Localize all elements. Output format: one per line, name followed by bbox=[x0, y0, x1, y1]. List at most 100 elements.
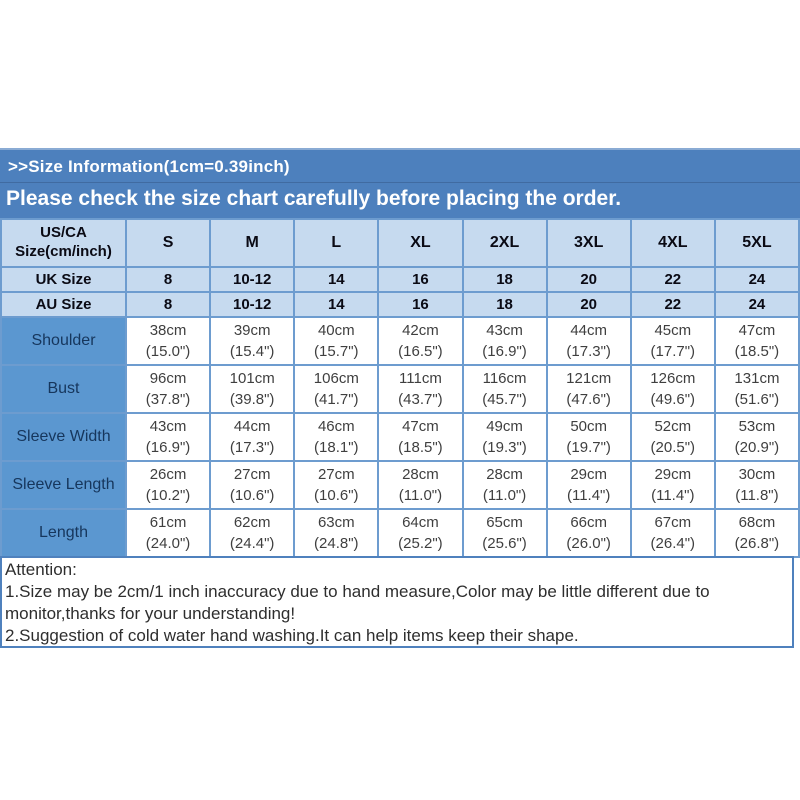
measurement-cell: 46cm (18.1") bbox=[293, 412, 380, 462]
measurement-cell: 50cm (19.7") bbox=[545, 412, 632, 462]
inch-value: (41.7") bbox=[314, 391, 359, 408]
measurement-cell: 27cm (10.6") bbox=[209, 460, 296, 510]
inch-value: (11.4") bbox=[651, 487, 695, 504]
measurement-label: Sleeve Length bbox=[0, 460, 127, 510]
cm-value: 39cm bbox=[233, 322, 271, 339]
measurement-cell: 106cm (41.7") bbox=[293, 364, 380, 414]
measurement-row: Bust 96cm (37.8") 101cm (39.8") 106cm (41.7") 1… bbox=[0, 364, 800, 414]
inch-value: (16.9") bbox=[145, 439, 191, 456]
size-column-header: S bbox=[124, 218, 212, 268]
inch-value: (10.2") bbox=[145, 487, 191, 504]
measurement-cell: 52cm (20.5") bbox=[629, 412, 716, 462]
corner-header-line1: US/CA bbox=[40, 224, 87, 242]
cm-value: 67cm bbox=[654, 514, 692, 531]
measurement-cell: 30cm (11.8") bbox=[713, 460, 800, 510]
region-size-value: 10-12 bbox=[209, 291, 296, 318]
cm-value: 64cm bbox=[402, 514, 439, 531]
cm-value: 43cm bbox=[486, 322, 523, 339]
size-header-row: US/CA Size(cm/inch) S M L XL 2XL 3XL 4XL 5XL bbox=[0, 218, 800, 268]
measurement-cell: 47cm (18.5") bbox=[713, 316, 800, 366]
attention-title: Attention: bbox=[5, 560, 77, 579]
cm-value: 38cm bbox=[149, 322, 187, 339]
size-column-header: 3XL bbox=[545, 218, 632, 268]
cm-value: 46cm bbox=[317, 418, 355, 435]
inch-value: (17.3") bbox=[566, 343, 611, 360]
cm-value: 26cm bbox=[149, 466, 187, 483]
inch-value: (47.6") bbox=[566, 391, 611, 408]
inch-value: (39.8") bbox=[229, 391, 275, 408]
measurement-cell: 26cm (10.2") bbox=[124, 460, 212, 510]
cm-value: 29cm bbox=[654, 466, 692, 483]
cm-value: 47cm bbox=[402, 418, 439, 435]
measurement-cell: 47cm (18.5") bbox=[377, 412, 464, 462]
measurement-cell: 38cm (15.0") bbox=[124, 316, 212, 366]
inch-value: (16.5") bbox=[398, 343, 443, 360]
cm-value: 116cm bbox=[482, 370, 527, 387]
size-column-header: 2XL bbox=[461, 218, 548, 268]
measurement-cell: 39cm (15.4") bbox=[209, 316, 296, 366]
measurement-cell: 63cm (24.8") bbox=[293, 508, 380, 558]
cm-value: 42cm bbox=[402, 322, 439, 339]
inch-value: (25.2") bbox=[398, 535, 443, 552]
cm-value: 44cm bbox=[570, 322, 608, 339]
cm-value: 28cm bbox=[486, 466, 523, 483]
cm-value: 43cm bbox=[149, 418, 187, 435]
measurement-row: Sleeve Width 43cm (16.9") 44cm (17.3") 46cm (1… bbox=[0, 412, 800, 462]
cm-value: 45cm bbox=[654, 322, 692, 339]
inch-value: (20.5") bbox=[650, 439, 696, 456]
inch-value: (19.7") bbox=[566, 439, 611, 456]
measurement-cell: 40cm (15.7") bbox=[293, 316, 380, 366]
measurement-cell: 131cm (51.6") bbox=[713, 364, 800, 414]
region-size-value: 14 bbox=[293, 266, 380, 293]
cm-value: 30cm bbox=[738, 466, 776, 483]
cm-value: 62cm bbox=[233, 514, 271, 531]
region-size-value: 8 bbox=[124, 291, 212, 318]
region-size-value: 18 bbox=[461, 266, 548, 293]
measurement-cell: 28cm (11.0") bbox=[377, 460, 464, 510]
measurement-row: Sleeve Length 26cm (10.2") 27cm (10.6") 27cm (… bbox=[0, 460, 800, 510]
inch-value: (26.4") bbox=[650, 535, 696, 552]
banner-subtitle: Please check the size chart carefully be… bbox=[6, 187, 622, 210]
inch-value: (19.3") bbox=[482, 439, 527, 456]
measurement-label: Shoulder bbox=[0, 316, 127, 366]
inch-value: (43.7") bbox=[398, 391, 443, 408]
cm-value: 68cm bbox=[738, 514, 776, 531]
inch-value: (24.4") bbox=[229, 535, 275, 552]
measurement-cell: 64cm (25.2") bbox=[377, 508, 464, 558]
cm-value: 44cm bbox=[233, 418, 271, 435]
measurement-label: Sleeve Width bbox=[0, 412, 127, 462]
cm-value: 40cm bbox=[317, 322, 355, 339]
inch-value: (17.3") bbox=[229, 439, 275, 456]
measurement-cell: 111cm (43.7") bbox=[377, 364, 464, 414]
measurement-cell: 62cm (24.4") bbox=[209, 508, 296, 558]
cm-value: 61cm bbox=[149, 514, 187, 531]
au-row: AU Size 8 10-12 14 16 18 20 22 24 bbox=[0, 291, 800, 318]
size-column-header: L bbox=[293, 218, 380, 268]
cm-value: 47cm bbox=[738, 322, 776, 339]
measurement-cell: 28cm (11.0") bbox=[461, 460, 548, 510]
cm-value: 29cm bbox=[570, 466, 608, 483]
cm-value: 126cm bbox=[650, 370, 696, 387]
region-size-value: 22 bbox=[629, 266, 716, 293]
cm-value: 50cm bbox=[570, 418, 608, 435]
measurement-cell: 29cm (11.4") bbox=[629, 460, 716, 510]
inch-value: (18.5") bbox=[734, 343, 780, 360]
inch-value: (15.4") bbox=[229, 343, 275, 360]
corner-header: US/CA Size(cm/inch) bbox=[0, 218, 127, 268]
measurement-cell: 53cm (20.9") bbox=[713, 412, 800, 462]
corner-header-line2: Size(cm/inch) bbox=[15, 243, 112, 260]
measurement-cell: 67cm (26.4") bbox=[629, 508, 716, 558]
attention-note-2: 2.Suggestion of cold water hand washing.… bbox=[5, 626, 579, 645]
cm-value: 96cm bbox=[149, 370, 187, 387]
cm-value: 131cm bbox=[734, 370, 780, 387]
size-column-header: 4XL bbox=[629, 218, 716, 268]
measurement-cell: 49cm (19.3") bbox=[461, 412, 548, 462]
cm-value: 65cm bbox=[486, 514, 523, 531]
attention-box: Attention: 1.Size may be 2cm/1 inch inac… bbox=[0, 556, 794, 648]
measurement-cell: 96cm (37.8") bbox=[124, 364, 212, 414]
region-size-value: 18 bbox=[461, 291, 548, 318]
measurement-cell: 126cm (49.6") bbox=[629, 364, 716, 414]
inch-value: (16.9") bbox=[482, 343, 527, 360]
region-size-label: UK Size bbox=[0, 266, 127, 293]
inch-value: (26.8") bbox=[734, 535, 780, 552]
